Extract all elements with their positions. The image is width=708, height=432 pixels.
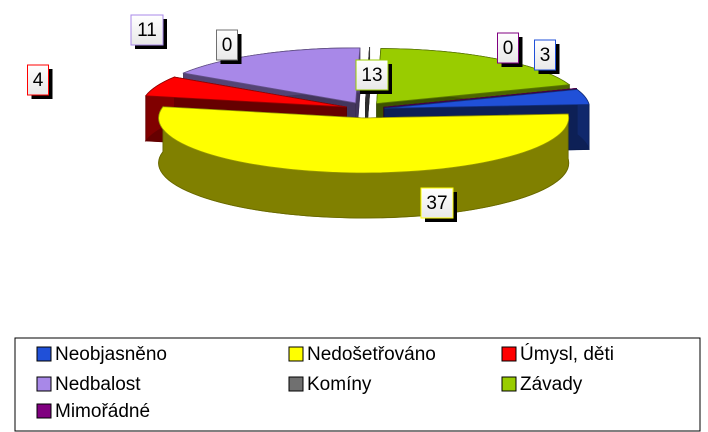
slice	[145, 76, 347, 108]
value-label-box	[534, 39, 556, 71]
value-label: 37	[426, 193, 447, 214]
value-label: 0	[503, 38, 514, 59]
value-label-box	[130, 14, 164, 46]
legend-swatch	[501, 346, 517, 362]
legend-label: Mimořádné	[55, 401, 150, 422]
value-label: 4	[33, 70, 44, 91]
legend-swatch	[36, 346, 52, 362]
slice	[384, 89, 590, 109]
legend-label: Závady	[520, 374, 583, 395]
legend-box	[14, 337, 701, 432]
legend-swatch	[501, 376, 517, 392]
value-label-box	[355, 59, 389, 91]
value-label: 13	[361, 65, 382, 86]
value-label: 3	[540, 45, 551, 66]
legend: Neobjasněno Nedošetřováno Úmysl, děti Nedba…	[36, 343, 614, 422]
legend-swatch	[288, 376, 304, 392]
value-label-box	[420, 187, 454, 219]
pie	[144, 46, 590, 219]
legend-label: Nedošetřováno	[307, 344, 436, 365]
legend-swatch	[36, 376, 52, 392]
slice	[158, 106, 570, 174]
legend-swatch	[36, 403, 52, 419]
value-label-box	[497, 32, 519, 64]
legend-label: Úmysl, děti	[520, 343, 614, 365]
legend-label: Komíny	[307, 374, 372, 395]
value-labels: 3 37 4 11 0 13 0	[27, 14, 560, 222]
slice	[376, 48, 571, 104]
value-label: 11	[137, 20, 157, 41]
legend-swatch	[288, 346, 304, 362]
legend-label: Nedbalost	[55, 374, 141, 395]
value-label: 0	[222, 35, 233, 56]
value-label-box	[216, 29, 238, 61]
legend-label: Neobjasněno	[55, 344, 167, 365]
value-label-box	[27, 64, 49, 96]
